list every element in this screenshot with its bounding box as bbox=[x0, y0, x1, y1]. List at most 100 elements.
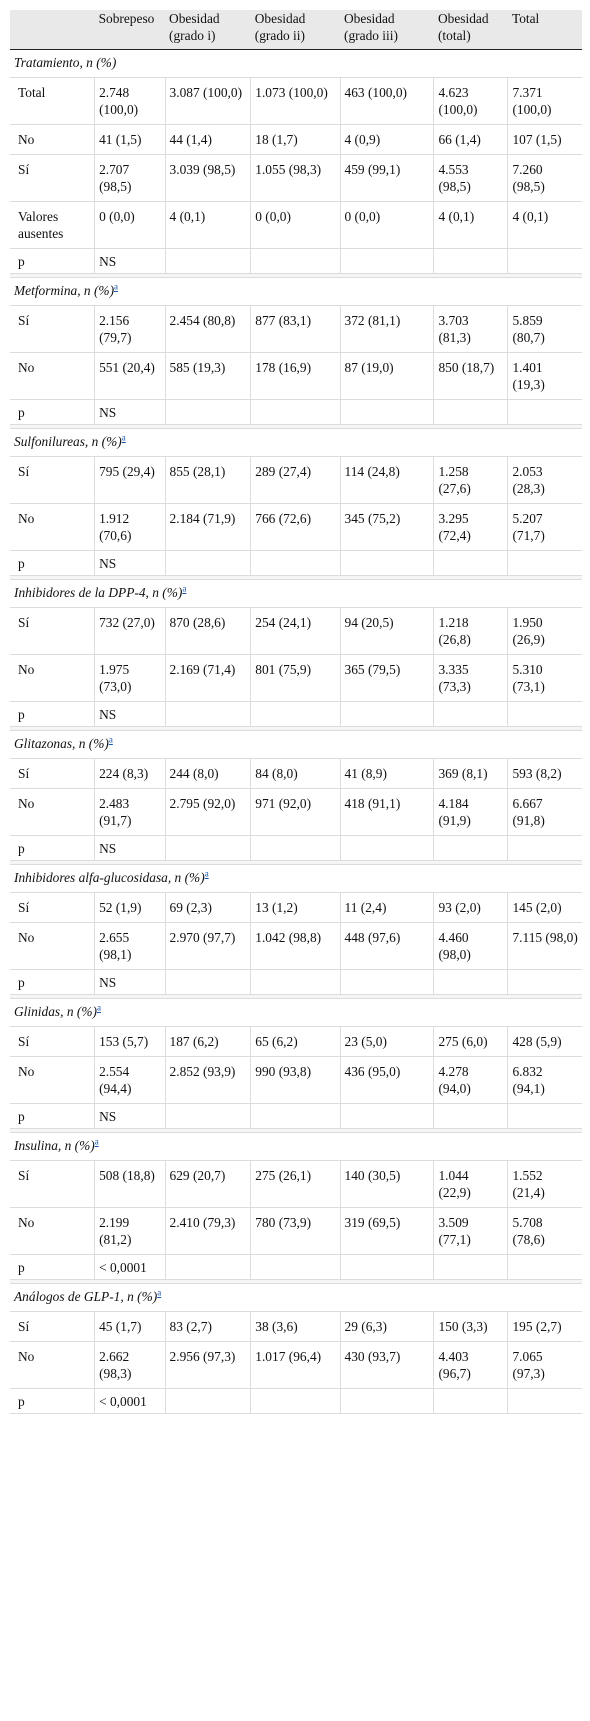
table-cell: 107 (1,5) bbox=[507, 124, 582, 155]
row-label: No bbox=[10, 1056, 96, 1104]
empty-cell bbox=[507, 248, 582, 274]
empty-cell bbox=[165, 969, 252, 995]
table-cell: 1.017 (96,4) bbox=[250, 1341, 341, 1389]
table-cell: 428 (5,9) bbox=[507, 1026, 582, 1057]
spacer-cell bbox=[10, 994, 582, 999]
p-value: < 0,0001 bbox=[94, 1388, 166, 1414]
empty-cell bbox=[433, 399, 509, 425]
footnote-link[interactable]: a bbox=[94, 1136, 99, 1147]
p-value: NS bbox=[94, 701, 166, 727]
row-label: Sí bbox=[10, 892, 96, 923]
empty-cell bbox=[507, 835, 582, 861]
table-cell: 870 (28,6) bbox=[165, 607, 252, 655]
row-label: No bbox=[10, 654, 96, 702]
section-title: Metformina, n (%) bbox=[14, 283, 115, 298]
footnote-link[interactable]: a bbox=[108, 734, 113, 745]
table-cell: 140 (30,5) bbox=[340, 1160, 435, 1208]
table-cell: 4 (0,1) bbox=[507, 201, 582, 249]
section-header-row: Glitazonas, n (%)a bbox=[10, 730, 582, 759]
row-label: Valores ausentes bbox=[10, 201, 96, 249]
table-cell: 4 (0,1) bbox=[433, 201, 509, 249]
table-cell: 66 (1,4) bbox=[433, 124, 509, 155]
p-value-row: p NS bbox=[10, 550, 582, 576]
footnote-link[interactable]: a bbox=[204, 868, 209, 879]
header-cell-obesidad-grado-iii: Obesidad (grado iii) bbox=[340, 10, 434, 50]
footnote-link[interactable]: a bbox=[114, 281, 119, 292]
table-cell: 275 (6,0) bbox=[433, 1026, 509, 1057]
footnote-link[interactable]: a bbox=[157, 1287, 162, 1298]
table-cell: 448 (97,6) bbox=[340, 922, 435, 970]
table-cell: 0 (0,0) bbox=[340, 201, 435, 249]
section-header-row: Insulina, n (%)a bbox=[10, 1132, 582, 1161]
spacer-cell bbox=[10, 1279, 582, 1284]
table-cell: 18 (1,7) bbox=[250, 124, 341, 155]
footnote-link[interactable]: a bbox=[121, 432, 126, 443]
empty-cell bbox=[340, 1254, 435, 1280]
section-title: Glinidas, n (%) bbox=[14, 1004, 97, 1019]
empty-cell bbox=[250, 399, 341, 425]
empty-cell bbox=[250, 248, 341, 274]
p-value: NS bbox=[94, 835, 166, 861]
section-header-row: Sulfonilureas, n (%)a bbox=[10, 428, 582, 457]
row-label: Sí bbox=[10, 154, 96, 202]
section-title: Inhibidores alfa-glucosidasa, n (%) bbox=[14, 870, 205, 885]
table-cell: 187 (6,2) bbox=[165, 1026, 252, 1057]
table-cell: 153 (5,7) bbox=[94, 1026, 166, 1057]
table-cell: 4 (0,1) bbox=[165, 201, 252, 249]
empty-cell bbox=[433, 701, 509, 727]
p-value-row: p NS bbox=[10, 835, 582, 861]
empty-cell bbox=[165, 399, 252, 425]
section-header-row: Inhibidores alfa-glucosidasa, n (%)a bbox=[10, 864, 582, 893]
table-row: Valores ausentes 0 (0,0) 4 (0,1) 0 (0,0) 0 (… bbox=[10, 201, 582, 249]
section-header-row: Inhibidores de la DPP-4, n (%)a bbox=[10, 579, 582, 608]
header-cell-sobrepeso: Sobrepeso bbox=[94, 10, 166, 50]
table-row: Sí 732 (27,0) 870 (28,6) 254 (24,1) 94 (20,5… bbox=[10, 607, 582, 655]
table-cell: 4.184 (91,9) bbox=[433, 788, 509, 836]
empty-cell bbox=[165, 550, 252, 576]
treatment-table: Sobrepeso Obesidad (grado i) Obesidad (g… bbox=[10, 10, 582, 1414]
table-row: No 2.655 (98,1) 2.970 (97,7) 1.042 (98,8) 44… bbox=[10, 922, 582, 970]
table-cell: 2.852 (93,9) bbox=[165, 1056, 252, 1104]
empty-cell bbox=[250, 835, 341, 861]
table-cell: 2.748 (100,0) bbox=[94, 77, 166, 125]
section-title: Glitazonas, n (%) bbox=[14, 736, 109, 751]
table-cell: 94 (20,5) bbox=[340, 607, 435, 655]
p-value: < 0,0001 bbox=[94, 1254, 166, 1280]
table-cell: 150 (3,3) bbox=[433, 1311, 509, 1342]
table-cell: 5.859 (80,7) bbox=[507, 305, 582, 353]
table-cell: 1.044 (22,9) bbox=[433, 1160, 509, 1208]
p-value-row: p NS bbox=[10, 701, 582, 727]
footnote-link[interactable]: a bbox=[182, 583, 187, 594]
p-value-row: p NS bbox=[10, 1103, 582, 1129]
table-cell: 65 (6,2) bbox=[250, 1026, 341, 1057]
table-cell: 254 (24,1) bbox=[250, 607, 341, 655]
table-cell: 1.552 (21,4) bbox=[507, 1160, 582, 1208]
table-cell: 585 (19,3) bbox=[165, 352, 252, 400]
empty-cell bbox=[507, 1254, 582, 1280]
section-title-cell: Insulina, n (%)a bbox=[10, 1132, 582, 1161]
table-cell: 629 (20,7) bbox=[165, 1160, 252, 1208]
table-cell: 41 (1,5) bbox=[94, 124, 166, 155]
p-value: NS bbox=[94, 399, 166, 425]
p-value-row: p NS bbox=[10, 969, 582, 995]
p-label: p bbox=[10, 1388, 96, 1414]
p-value-row: p NS bbox=[10, 248, 582, 274]
header-cell-total: Total bbox=[507, 10, 582, 50]
table-row: Sí 52 (1,9) 69 (2,3) 13 (1,2) 11 (2,4) 93 (2,… bbox=[10, 892, 582, 923]
table-cell: 766 (72,6) bbox=[250, 503, 341, 551]
table-cell: 11 (2,4) bbox=[340, 892, 435, 923]
table-cell: 593 (8,2) bbox=[507, 758, 582, 789]
table-cell: 369 (8,1) bbox=[433, 758, 509, 789]
empty-cell bbox=[340, 1388, 435, 1414]
table-cell: 1.975 (73,0) bbox=[94, 654, 166, 702]
section-title: Inhibidores de la DPP-4, n (%) bbox=[14, 585, 183, 600]
header-cell-obesidad-total: Obesidad (total) bbox=[433, 10, 508, 50]
table-row: Sí 2.707 (98,5) 3.039 (98,5) 1.055 (98,3) 45… bbox=[10, 154, 582, 202]
header-cell-obesidad-grado-i: Obesidad (grado i) bbox=[165, 10, 251, 50]
section-title-cell: Inhibidores alfa-glucosidasa, n (%)a bbox=[10, 864, 582, 893]
table-row: No 551 (20,4) 585 (19,3) 178 (16,9) 87 (19,0… bbox=[10, 352, 582, 400]
row-label: Sí bbox=[10, 1160, 96, 1208]
footnote-link[interactable]: a bbox=[96, 1002, 101, 1013]
empty-cell bbox=[507, 550, 582, 576]
table-cell: 551 (20,4) bbox=[94, 352, 166, 400]
